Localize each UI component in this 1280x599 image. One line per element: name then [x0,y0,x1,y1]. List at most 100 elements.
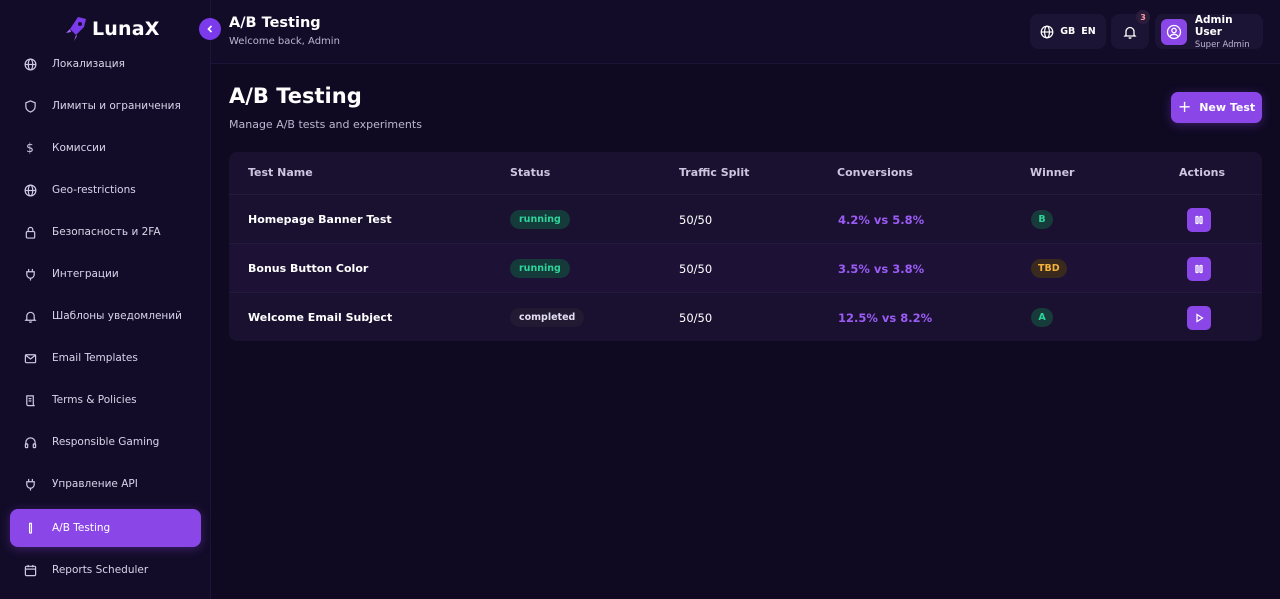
new-test-button[interactable]: + New Test [1171,92,1262,123]
sidebar-item-label: Шаблоны уведомлений [52,310,182,322]
table-header: Test Name Status Traffic Split Conversio… [229,152,1262,194]
sidebar: LunaX Локализация Лимиты и ограничения $… [0,0,211,599]
collapse-sidebar-button[interactable] [199,18,221,40]
avatar [1161,18,1187,45]
test-name: Homepage Banner Test [248,213,392,226]
actions-cell [1187,293,1211,341]
test-name: Bonus Button Color [248,262,369,275]
status-cell: running [510,195,570,244]
globe-icon [1040,25,1054,38]
sidebar-item-limits[interactable]: Лимиты и ограничения [10,87,201,125]
play-icon [1196,312,1204,323]
sidebar-item-security[interactable]: Безопасность и 2FA [10,213,201,251]
sidebar-item-terms-policies[interactable]: Terms & Policies [10,381,201,419]
pause-button[interactable] [1187,256,1211,281]
scroll-icon [22,392,38,408]
new-test-label: New Test [1199,101,1256,114]
headphones-icon [22,434,38,450]
conversions: 4.2% vs 5.8% [838,212,925,227]
notifications-button[interactable]: 3 [1111,10,1150,49]
ab-tests-table: Test Name Status Traffic Split Conversio… [229,152,1262,341]
dollar-icon: $ [26,141,34,155]
language-code: EN [1081,26,1096,37]
table-row[interactable]: Homepage Banner Test running 50/50 4.2% … [229,194,1262,243]
plug-icon [22,266,38,282]
sidebar-item-label: Комиссии [52,142,106,154]
logo-text: LunaX [92,18,160,40]
sidebar-item-label: Terms & Policies [52,394,137,406]
sidebar-item-geo-restrictions[interactable]: Geo-restrictions [10,171,201,209]
test-tube-icon [22,520,38,536]
column-header-status[interactable]: Status [510,166,551,179]
user-name: Admin User [1194,13,1233,38]
top-header: A/B Testing Welcome back, Admin GB EN 3 … [211,0,1280,64]
calendar-icon [22,562,38,578]
page-title: A/B Testing [229,84,362,108]
status-cell: completed [510,293,585,341]
actions-cell [1187,195,1211,244]
traffic-split: 50/50 [679,212,713,227]
sidebar-item-commissions[interactable]: $ Комиссии [10,129,201,167]
logo[interactable]: LunaX [64,12,160,46]
user-circle-icon [1166,24,1182,39]
mail-icon [22,350,38,366]
sidebar-item-api-management[interactable]: Управление API [10,465,201,503]
sidebar-item-responsible-gaming[interactable]: Responsible Gaming [10,423,201,461]
sidebar-item-label: Лимиты и ограничения [52,100,181,112]
notification-badge: 3 [1136,10,1150,24]
sidebar-item-label: Безопасность и 2FA [52,226,161,238]
sidebar-item-integrations[interactable]: Интеграции [10,255,201,293]
sidebar-item-reports-scheduler[interactable]: Reports Scheduler [10,551,201,589]
winner-badge: B [1031,210,1053,229]
column-header-actions: Actions [1179,166,1225,179]
winner-badge: TBD [1031,259,1067,278]
language-flag: GB [1060,26,1076,37]
sidebar-item-localization[interactable]: Локализация [10,45,201,83]
rocket-logo-icon [66,17,86,41]
actions-cell [1187,244,1211,293]
status-badge: running [510,210,570,229]
lock-icon [22,224,38,240]
play-button[interactable] [1187,305,1211,330]
table-row[interactable]: Welcome Email Subject completed 50/50 12… [229,292,1262,341]
conversions: 3.5% vs 3.8% [838,261,925,276]
plus-icon: + [1177,96,1192,116]
column-header-traffic-split[interactable]: Traffic Split [679,166,750,179]
column-header-test-name[interactable]: Test Name [248,166,313,179]
sidebar-item-ab-testing[interactable]: A/B Testing [10,509,201,547]
header-subtitle: Welcome back, Admin [229,36,340,47]
traffic-split: 50/50 [679,261,713,276]
user-role: Super Admin [1194,39,1250,50]
column-header-winner[interactable]: Winner [1030,166,1075,179]
language-selector[interactable]: GB EN [1030,14,1106,49]
traffic-split: 50/50 [679,310,713,325]
page-subtitle: Manage A/B tests and experiments [229,118,422,131]
sidebar-item-label: Email Templates [52,352,138,364]
winner-cell: B [1031,195,1053,244]
winner-cell: TBD [1031,244,1067,293]
pause-button[interactable] [1187,207,1211,232]
winner-cell: A [1031,293,1053,341]
shield-icon [22,98,38,114]
sidebar-item-label: Responsible Gaming [52,436,160,448]
sidebar-item-label: Geo-restrictions [52,184,136,196]
sidebar-item-notification-templates[interactable]: Шаблоны уведомлений [10,297,201,335]
pause-icon [1195,215,1203,224]
test-name: Welcome Email Subject [248,311,393,324]
user-menu[interactable]: Admin User Super Admin [1155,13,1263,50]
status-cell: running [510,244,570,293]
sidebar-item-email-templates[interactable]: Email Templates [10,339,201,377]
status-badge: completed [510,308,585,327]
chevron-left-icon [207,25,213,33]
sidebar-item-label: Reports Scheduler [52,564,149,576]
bell-icon [22,308,38,324]
status-badge: running [510,259,570,278]
column-header-conversions[interactable]: Conversions [837,166,913,179]
bell-icon [1123,26,1137,39]
sidebar-item-label: Управление API [52,478,138,490]
plug-icon [22,476,38,492]
winner-badge: A [1031,308,1053,327]
sidebar-item-label: A/B Testing [52,522,111,534]
table-row[interactable]: Bonus Button Color running 50/50 3.5% vs… [229,243,1262,292]
conversions: 12.5% vs 8.2% [838,310,933,325]
